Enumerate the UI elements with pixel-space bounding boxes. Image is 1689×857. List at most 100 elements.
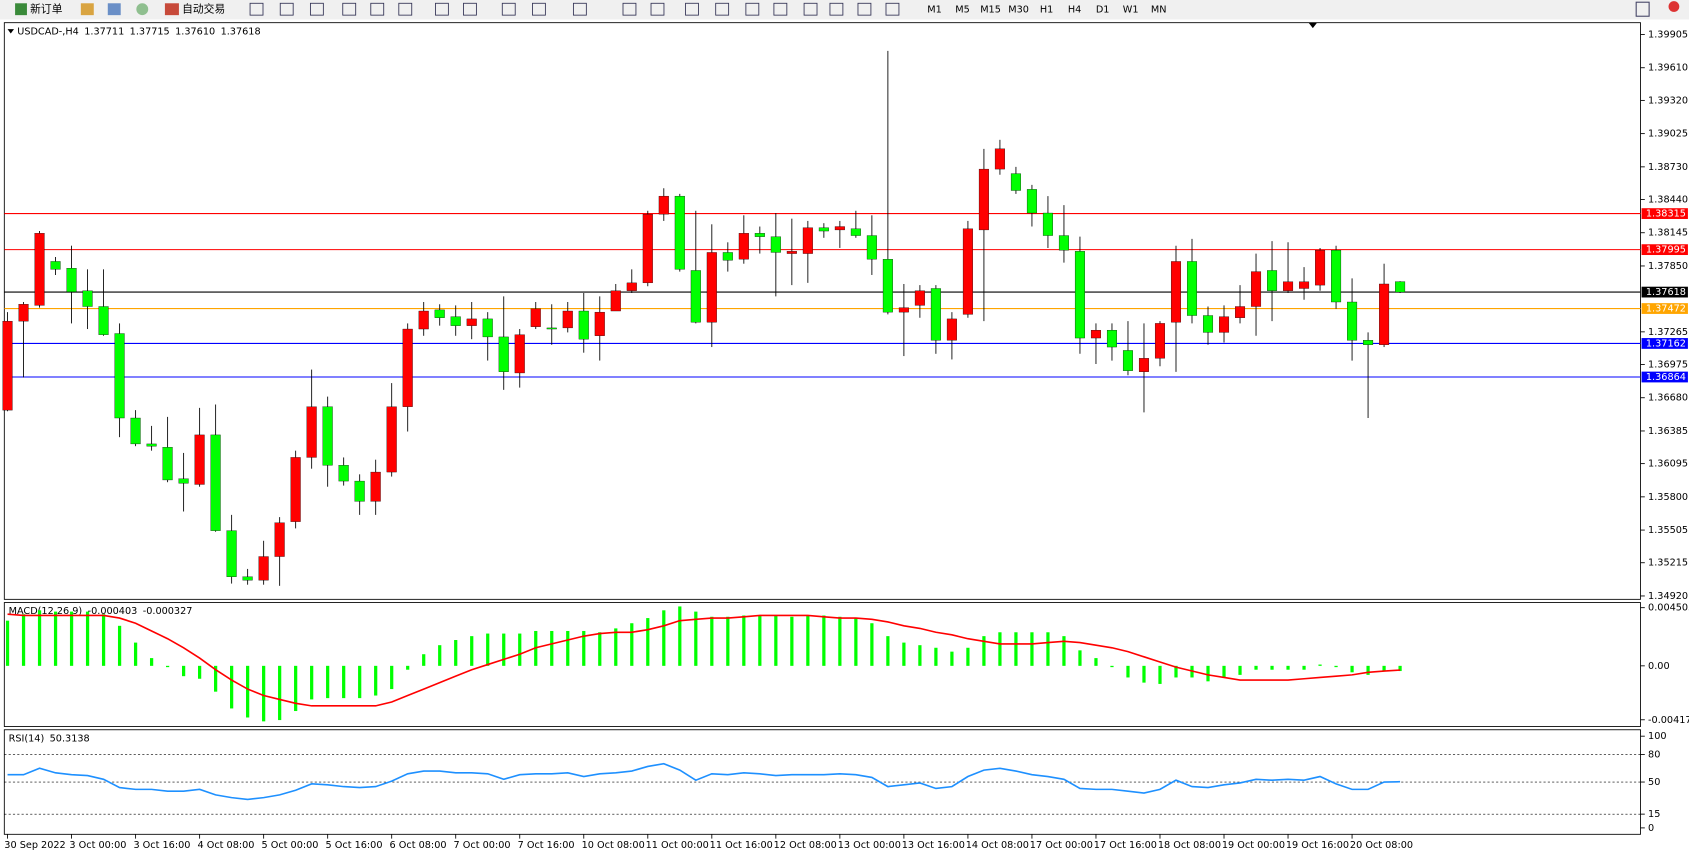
candle-body xyxy=(114,333,125,419)
candle-body xyxy=(1058,235,1069,251)
candle-body xyxy=(1026,189,1037,214)
candle-body xyxy=(1010,173,1021,191)
histogram-bar xyxy=(246,665,250,718)
histogram-bar xyxy=(726,616,730,666)
timeframe[interactable]: H4 xyxy=(1068,5,1081,16)
icon[interactable] xyxy=(80,3,94,16)
candle-body xyxy=(66,268,77,293)
candle-body xyxy=(242,576,253,581)
candle-body xyxy=(610,290,621,312)
button-label[interactable]: 自动交易 xyxy=(182,3,225,16)
x-tick-label: 11 Oct 00:00 xyxy=(646,840,709,851)
tool-icon[interactable] xyxy=(803,2,818,16)
candle-body xyxy=(130,417,141,445)
tool-icon[interactable] xyxy=(279,2,294,16)
tool-icon[interactable] xyxy=(532,2,546,16)
timeframe[interactable]: M15 xyxy=(980,5,1001,16)
candle-body xyxy=(338,465,349,482)
plots: USDCAD-,H4 1.37711 1.37715 1.37610 1.37618 1.… xyxy=(2,26,1689,851)
candle-body xyxy=(594,311,605,336)
histogram-bar xyxy=(5,620,10,666)
tool-icon[interactable] xyxy=(398,2,413,16)
alert[interactable] xyxy=(1668,1,1680,12)
tool-icon[interactable] xyxy=(370,2,385,16)
icon[interactable] xyxy=(15,3,27,16)
candle-body xyxy=(82,290,93,307)
tool-icon[interactable] xyxy=(745,2,760,16)
tool-icon[interactable] xyxy=(622,2,637,16)
timeframe[interactable]: W1 xyxy=(1123,5,1139,16)
histogram-bar xyxy=(758,615,762,666)
tool-icon[interactable] xyxy=(463,2,477,16)
x-tick-label: 30 Sep 2022 xyxy=(4,840,65,851)
histogram-bar xyxy=(1206,665,1210,682)
level-label: 1.37618 xyxy=(1646,287,1686,298)
candle-body xyxy=(402,328,413,407)
histogram-bar xyxy=(310,665,314,700)
histogram-bar xyxy=(1014,632,1018,666)
candle-body xyxy=(658,195,669,215)
histogram-bar xyxy=(1222,665,1226,678)
histogram-bar xyxy=(406,665,410,670)
y-tick-label: 0 xyxy=(1648,823,1654,834)
x-tick-label: 5 Oct 16:00 xyxy=(326,840,383,851)
icon[interactable] xyxy=(136,3,149,16)
y-tick-label: 1.39610 xyxy=(1648,63,1688,74)
candle-body xyxy=(850,228,861,236)
x-tick-label: 13 Oct 00:00 xyxy=(838,840,901,851)
timeframe[interactable]: MN xyxy=(1151,5,1167,16)
tool-icon[interactable] xyxy=(435,2,449,16)
y-tick-label: 1.37850 xyxy=(1648,261,1688,272)
histogram-bar xyxy=(342,665,346,699)
y-tick-label: 15 xyxy=(1648,809,1660,820)
icon-group xyxy=(249,2,900,16)
histogram-bar xyxy=(630,623,634,666)
timeframe[interactable]: M1 xyxy=(927,5,942,16)
button-label[interactable]: 新订单 xyxy=(30,3,63,16)
candle-body xyxy=(2,320,13,411)
level-label: 1.37162 xyxy=(1646,338,1686,349)
timeframe[interactable]: M30 xyxy=(1008,5,1029,16)
tool-icon[interactable] xyxy=(572,2,587,16)
tool-icon[interactable] xyxy=(715,2,730,16)
candle-body xyxy=(322,406,333,466)
histogram-bar xyxy=(742,615,746,666)
candle-body xyxy=(386,406,397,473)
timeframe[interactable]: H1 xyxy=(1040,5,1053,16)
tool-icon[interactable] xyxy=(309,2,324,16)
histogram-bar xyxy=(678,606,682,666)
timeframe[interactable]: M5 xyxy=(955,5,970,16)
level-label-bg xyxy=(1641,371,1688,383)
histogram-bar xyxy=(902,642,906,666)
tool-icon[interactable] xyxy=(773,2,788,16)
tool-icon[interactable] xyxy=(650,2,665,16)
candle-body xyxy=(1283,281,1294,291)
candle-body xyxy=(162,447,173,481)
search[interactable] xyxy=(1635,1,1650,17)
header-arrow xyxy=(7,29,15,34)
histogram-bar xyxy=(1158,665,1162,684)
histogram-bar xyxy=(326,665,330,699)
timeframe[interactable]: D1 xyxy=(1096,5,1110,16)
tool-icon[interactable] xyxy=(885,2,900,16)
tool-icon[interactable] xyxy=(829,2,844,16)
tool-icon[interactable] xyxy=(685,2,699,16)
candle-body xyxy=(498,336,509,372)
histogram-bar xyxy=(1302,665,1306,670)
histogram-bar xyxy=(1174,665,1178,678)
histogram-bar xyxy=(198,665,202,679)
tool-icon[interactable] xyxy=(857,2,872,16)
histogram-bar xyxy=(502,633,506,666)
icon[interactable] xyxy=(107,3,121,16)
tool-icon[interactable] xyxy=(249,2,264,16)
candle-body xyxy=(194,434,205,485)
histogram-bar xyxy=(230,665,234,709)
icon[interactable] xyxy=(164,3,179,16)
tool-icon[interactable] xyxy=(342,2,357,16)
y-tick-label: 80 xyxy=(1648,750,1660,761)
x-tick-label: 17 Oct 00:00 xyxy=(1030,840,1093,851)
tool-icon[interactable] xyxy=(501,2,516,16)
histogram-bar xyxy=(1238,665,1242,675)
candle-body xyxy=(482,318,493,338)
header-text: 1.37610 xyxy=(175,26,215,37)
